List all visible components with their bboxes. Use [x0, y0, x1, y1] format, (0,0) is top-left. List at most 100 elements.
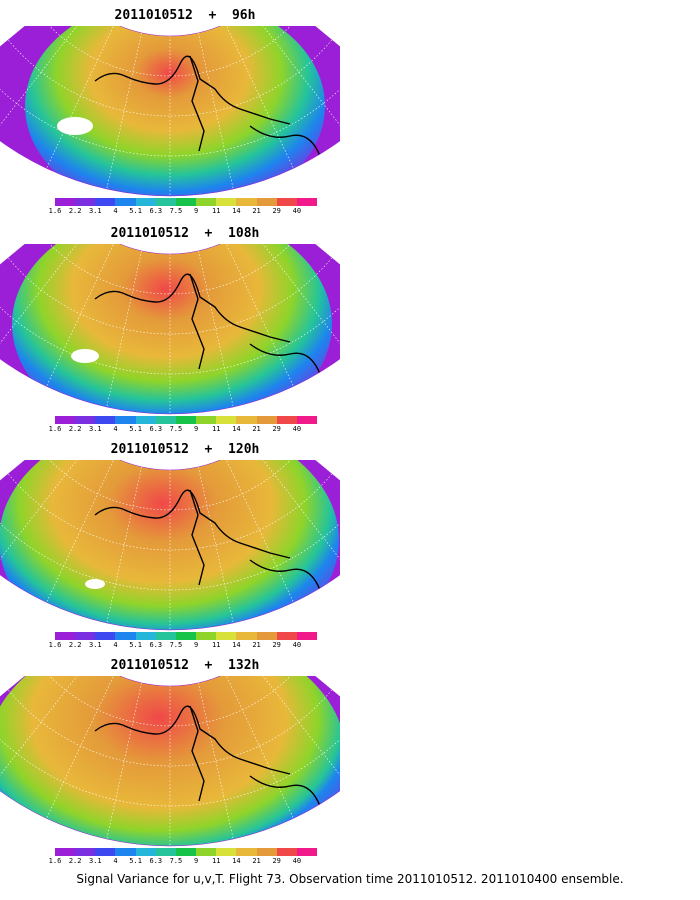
- colorbar-swatch: [135, 198, 156, 206]
- colorbar-tick-label: 4: [113, 641, 118, 649]
- colorbar-tick-label: 2.2: [68, 207, 82, 215]
- colorbar-labels: 1.6 2.2 3.1 4 5.1 6.3 7.5 9 11 14 21 29 40: [45, 207, 327, 217]
- colorbar-swatch: [236, 848, 257, 856]
- colorbar-tick-label: 5.1: [129, 207, 142, 215]
- colorbar-tick-label: 6.3: [149, 207, 163, 215]
- colorbar-labels: 1.6 2.2 3.1 4 5.1 6.3 7.5 9 11 14 21 29 40: [45, 857, 327, 867]
- colorbar-swatch: [296, 198, 318, 206]
- colorbar-swatch: [276, 198, 297, 206]
- colorbar-swatch: [155, 416, 176, 424]
- colorbar-tick-label: 40: [292, 641, 302, 649]
- colorbar-tick-label: 6.3: [149, 641, 163, 649]
- colorbar-labels: 1.6 2.2 3.1 4 5.1 6.3 7.5 9 11 14 21 29 40: [45, 641, 327, 651]
- colorbar-tick-label: 21: [252, 425, 261, 433]
- colorbar-swatch: [155, 848, 176, 856]
- colorbar-tick-label: 9: [193, 207, 199, 215]
- colorbar-tick-label: 7.5: [169, 425, 183, 433]
- colorbar-swatch: [216, 848, 237, 856]
- colorbar-swatch: [135, 848, 156, 856]
- colorbar-tick-label: 29: [272, 641, 281, 649]
- colorbar-swatch: [236, 416, 257, 424]
- colorbar-tick-label: 4: [113, 207, 118, 215]
- colorbar-tick-label: 3.1: [88, 207, 102, 215]
- colorbar-tick-label: 7.5: [169, 207, 183, 215]
- colorbar-tick-label: 40: [292, 857, 302, 865]
- colorbar-swatch: [95, 416, 116, 424]
- variance-map: [0, 460, 340, 631]
- variance-map: [0, 244, 340, 415]
- variance-map: [0, 676, 340, 847]
- colorbar-tick-label: 2.2: [68, 857, 82, 865]
- colorbar-swatch: [55, 632, 76, 640]
- colorbar-swatch: [115, 198, 136, 206]
- colorbar-tick-label: 29: [272, 207, 281, 215]
- colorbar-tick-label: 14: [232, 425, 241, 433]
- colorbar-swatch: [256, 416, 277, 424]
- colorbar-tick-label: 40: [292, 425, 302, 433]
- colorbar-swatch: [75, 416, 96, 424]
- colorbar-tick-label: 4: [113, 425, 118, 433]
- colorbar-tick-label: 11: [212, 207, 221, 215]
- colorbar-tick-label: 1.6: [48, 641, 62, 649]
- colorbar-swatch: [216, 416, 237, 424]
- colorbar-swatch: [196, 632, 217, 640]
- colorbar-labels: 1.6 2.2 3.1 4 5.1 6.3 7.5 9 11 14 21 29 40: [45, 425, 327, 435]
- colorbar-swatch: [196, 198, 217, 206]
- colorbar-tick-label: 5.1: [129, 641, 142, 649]
- colorbar-tick-label: 1.6: [48, 425, 62, 433]
- colorbar-swatch: [115, 416, 136, 424]
- colorbar-swatch: [95, 632, 116, 640]
- colorbar: [55, 198, 318, 206]
- colorbar-tick-label: 4: [113, 857, 118, 865]
- colorbar-tick-label: 14: [232, 641, 241, 649]
- colorbar-tick-label: 1.6: [48, 857, 62, 865]
- variance-map: [0, 26, 340, 197]
- colorbar-tick-label: 2.2: [68, 641, 82, 649]
- colorbar-swatch: [175, 416, 197, 424]
- colorbar-tick-label: 21: [252, 857, 261, 865]
- colorbar: [55, 416, 318, 424]
- colorbar-swatch: [175, 632, 197, 640]
- colorbar-swatch: [175, 848, 197, 856]
- colorbar-tick-label: 21: [252, 641, 261, 649]
- colorbar-swatch: [256, 848, 277, 856]
- colorbar-swatch: [196, 416, 217, 424]
- panel-title: 2011010512 + 120h: [110, 442, 260, 457]
- colorbar: [55, 632, 318, 640]
- colorbar-tick-label: 11: [212, 425, 221, 433]
- colorbar-tick-label: 40: [292, 207, 302, 215]
- colorbar-swatch: [115, 632, 136, 640]
- colorbar-tick-label: 5.1: [129, 857, 142, 865]
- colorbar-swatch: [155, 198, 176, 206]
- colorbar: [55, 848, 318, 856]
- figure-caption: Signal Variance for u,v,T. Flight 73. Ob…: [76, 872, 624, 886]
- colorbar-tick-label: 1.6: [48, 207, 62, 215]
- colorbar-tick-label: 3.1: [88, 425, 102, 433]
- colorbar-tick-label: 21: [252, 207, 261, 215]
- colorbar-tick-label: 6.3: [149, 425, 163, 433]
- colorbar-swatch: [55, 416, 76, 424]
- colorbar-swatch: [75, 198, 96, 206]
- colorbar-swatch: [276, 416, 297, 424]
- colorbar-swatch: [216, 632, 237, 640]
- colorbar-swatch: [196, 848, 217, 856]
- colorbar-tick-label: 7.5: [169, 857, 183, 865]
- colorbar-swatch: [75, 632, 96, 640]
- colorbar-tick-label: 3.1: [88, 641, 102, 649]
- colorbar-swatch: [276, 632, 297, 640]
- colorbar-tick-label: 14: [232, 857, 241, 865]
- colorbar-swatch: [276, 848, 297, 856]
- colorbar-tick-label: 9: [193, 641, 199, 649]
- colorbar-swatch: [95, 848, 116, 856]
- colorbar-swatch: [55, 198, 76, 206]
- colorbar-tick-label: 6.3: [149, 857, 163, 865]
- colorbar-tick-label: 14: [232, 207, 241, 215]
- colorbar-swatch: [256, 198, 277, 206]
- colorbar-tick-label: 5.1: [129, 425, 142, 433]
- colorbar-tick-label: 11: [212, 857, 221, 865]
- colorbar-swatch: [115, 848, 136, 856]
- panel-title: 2011010512 + 132h: [110, 658, 260, 673]
- panel-title: 2011010512 + 96h: [114, 8, 256, 23]
- colorbar-swatch: [236, 632, 257, 640]
- colorbar-tick-label: 11: [212, 641, 221, 649]
